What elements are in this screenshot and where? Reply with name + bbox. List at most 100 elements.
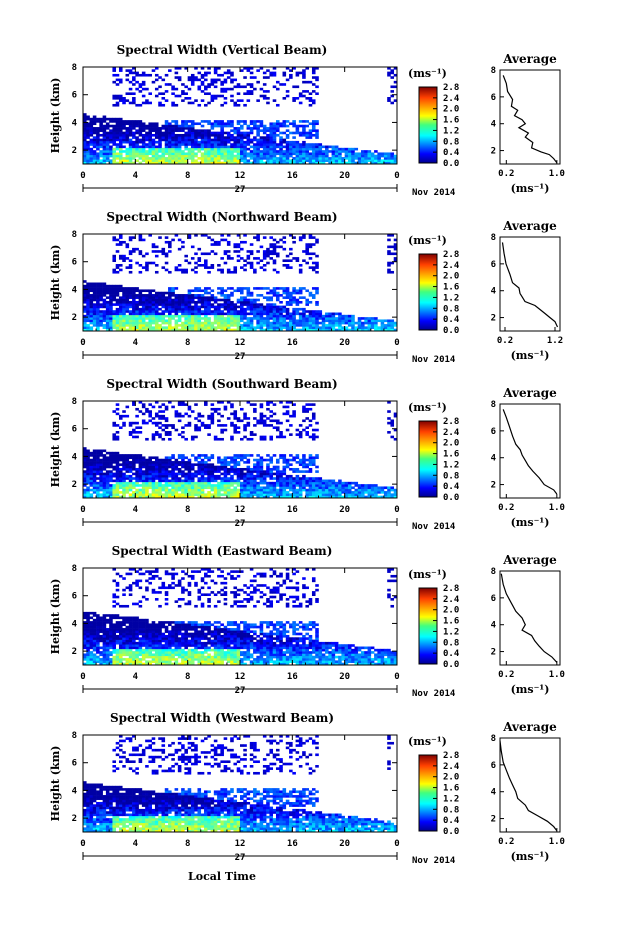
heatmap-cell xyxy=(184,268,188,272)
heatmap-cell xyxy=(253,257,257,260)
heatmap-cell xyxy=(246,458,251,462)
heatmap-cell xyxy=(105,458,110,462)
heatmap-cell xyxy=(246,140,251,144)
heatmap-cell xyxy=(246,317,251,320)
heatmap-cell xyxy=(190,257,195,260)
heatmap-cell xyxy=(259,307,264,311)
heatmap-cell xyxy=(115,477,120,480)
heatmap-cell xyxy=(262,310,267,313)
heatmap-cell xyxy=(367,317,372,320)
heatmap-cell xyxy=(168,287,172,290)
heatmap-cell xyxy=(102,491,107,494)
heatmap-cell xyxy=(246,495,251,499)
heatmap-cell xyxy=(128,92,133,96)
heatmap-cell xyxy=(138,458,143,462)
heatmap-cell xyxy=(357,319,362,323)
heatmap-cell xyxy=(308,495,313,499)
heatmap-cell xyxy=(298,477,303,480)
heatmap-cell xyxy=(393,495,398,499)
heatmap-cell xyxy=(128,138,133,142)
heatmap-cell xyxy=(200,312,205,316)
heatmap-cell xyxy=(302,461,306,464)
heatmap-cell xyxy=(377,157,381,160)
heatmap-cell xyxy=(132,71,136,75)
heatmap-cell xyxy=(204,319,208,323)
heatmap-cell xyxy=(308,145,313,149)
heatmap-cell xyxy=(315,129,319,132)
colorbar-tick-label: 2.8 xyxy=(443,250,459,260)
heatmap-cell xyxy=(125,458,130,462)
heatmap-cell xyxy=(243,157,247,160)
heatmap-cell xyxy=(285,321,290,325)
heatmap-cell xyxy=(99,150,103,153)
heatmap-cell xyxy=(109,140,113,144)
heatmap-cell xyxy=(187,87,192,91)
heatmap-cell xyxy=(259,465,264,469)
heatmap-cell xyxy=(223,479,228,483)
heatmap-cell xyxy=(168,122,172,126)
heatmap-cell xyxy=(393,324,398,327)
heatmap-cell xyxy=(259,437,264,441)
heatmap-cell xyxy=(351,326,355,329)
heatmap-cell xyxy=(128,303,133,306)
heatmap-cell xyxy=(105,477,110,480)
heatmap-cell xyxy=(344,319,349,323)
heatmap-cell xyxy=(92,317,97,320)
heatmap-cell xyxy=(168,143,172,146)
heatmap-cell xyxy=(285,495,290,499)
heatmap-cell xyxy=(128,161,133,165)
heatmap-cell xyxy=(338,319,342,323)
heatmap-cell xyxy=(181,321,185,325)
heatmap-cell xyxy=(115,319,120,323)
heatmap-cell xyxy=(311,328,316,332)
heatmap-cell xyxy=(390,94,395,98)
heatmap-cell xyxy=(177,305,182,309)
heatmap-cell xyxy=(321,326,326,329)
heatmap-cell xyxy=(220,73,224,77)
heatmap-cell xyxy=(145,310,149,313)
heatmap-cell xyxy=(210,298,215,302)
heatmap-cell xyxy=(125,131,130,135)
heatmap-cell xyxy=(118,470,123,473)
heatmap-cell xyxy=(109,305,113,309)
heatmap-cell xyxy=(102,303,107,306)
heatmap-cell xyxy=(138,154,143,158)
heatmap-cell xyxy=(249,307,254,311)
heatmap-cell xyxy=(344,147,349,151)
heatmap-cell xyxy=(256,484,260,487)
heatmap-cell xyxy=(223,405,228,409)
heatmap-cell xyxy=(338,484,342,487)
heatmap-cell xyxy=(86,463,90,466)
heatmap-cell xyxy=(285,314,290,318)
heatmap-cell xyxy=(141,122,146,126)
heatmap-cell xyxy=(200,296,205,299)
heatmap-cell xyxy=(213,307,218,311)
heatmap-cell xyxy=(226,488,231,492)
heatmap-cell xyxy=(187,312,192,316)
heatmap-cell xyxy=(89,495,94,499)
heatmap-cell xyxy=(256,326,260,329)
heatmap-cell xyxy=(259,259,264,263)
heatmap-cell xyxy=(125,465,130,469)
heatmap-cell xyxy=(132,328,136,332)
heatmap-cell xyxy=(282,259,287,263)
heatmap-cell xyxy=(86,467,90,471)
date-day-label: 27 xyxy=(235,352,246,362)
heatmap-cell xyxy=(308,424,313,427)
heatmap-cell xyxy=(115,238,120,242)
heatmap-cell xyxy=(249,433,254,436)
heatmap-cell xyxy=(302,324,306,327)
heatmap-cell xyxy=(285,465,290,469)
heatmap-cell xyxy=(220,328,224,332)
heatmap-cell xyxy=(177,467,182,471)
heatmap-cell xyxy=(138,103,143,107)
heatmap-cell xyxy=(190,319,195,323)
heatmap-cell xyxy=(105,495,110,499)
heatmap-cell xyxy=(259,412,264,416)
heatmap-cell xyxy=(246,161,251,165)
heatmap-cell xyxy=(217,243,221,246)
heatmap-cell xyxy=(177,477,182,480)
heatmap-cell xyxy=(374,321,378,325)
heatmap-cell xyxy=(125,129,130,132)
heatmap-cell xyxy=(151,463,156,466)
